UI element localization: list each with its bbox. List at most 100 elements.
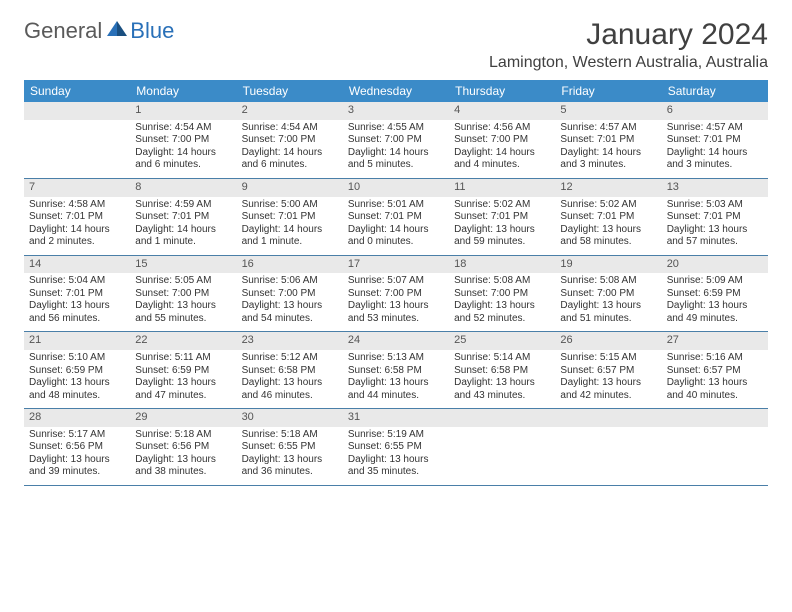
day-number: 1 (130, 102, 236, 120)
day-line-sr: Sunrise: 5:17 AM (29, 429, 125, 442)
day-line-ss: Sunset: 7:00 PM (348, 288, 444, 301)
day-body: Sunrise: 5:17 AMSunset: 6:56 PMDaylight:… (24, 427, 130, 485)
calendar-day-cell: 1Sunrise: 4:54 AMSunset: 7:00 PMDaylight… (130, 102, 236, 178)
day-line-d1: Daylight: 13 hours (242, 377, 338, 390)
day-line-d2: and 35 minutes. (348, 466, 444, 479)
day-number: 18 (449, 256, 555, 274)
day-line-ss: Sunset: 7:00 PM (135, 288, 231, 301)
day-line-sr: Sunrise: 4:56 AM (454, 122, 550, 135)
day-number: 14 (24, 256, 130, 274)
day-body: Sunrise: 4:59 AMSunset: 7:01 PMDaylight:… (130, 197, 236, 255)
day-line-d1: Daylight: 13 hours (454, 300, 550, 313)
day-number: 27 (662, 332, 768, 350)
calendar-day-cell: 11Sunrise: 5:02 AMSunset: 7:01 PMDayligh… (449, 178, 555, 255)
page-header: General Blue January 2024 Lamington, Wes… (24, 18, 768, 74)
day-line-d2: and 58 minutes. (560, 236, 656, 249)
calendar-day-cell: 19Sunrise: 5:08 AMSunset: 7:00 PMDayligh… (555, 255, 661, 332)
day-body: Sunrise: 5:02 AMSunset: 7:01 PMDaylight:… (555, 197, 661, 255)
day-line-sr: Sunrise: 5:12 AM (242, 352, 338, 365)
day-line-sr: Sunrise: 5:08 AM (560, 275, 656, 288)
day-line-ss: Sunset: 7:00 PM (242, 288, 338, 301)
day-line-d1: Daylight: 13 hours (135, 377, 231, 390)
calendar-day-cell: 2Sunrise: 4:54 AMSunset: 7:00 PMDaylight… (237, 102, 343, 178)
calendar-week-row: 7Sunrise: 4:58 AMSunset: 7:01 PMDaylight… (24, 178, 768, 255)
weekday-header: Tuesday (237, 80, 343, 102)
calendar-day-cell: 5Sunrise: 4:57 AMSunset: 7:01 PMDaylight… (555, 102, 661, 178)
day-line-sr: Sunrise: 4:54 AM (135, 122, 231, 135)
day-line-sr: Sunrise: 4:58 AM (29, 199, 125, 212)
day-line-ss: Sunset: 6:57 PM (560, 365, 656, 378)
day-line-d2: and 39 minutes. (29, 466, 125, 479)
day-line-d1: Daylight: 14 hours (135, 147, 231, 160)
day-body: Sunrise: 5:10 AMSunset: 6:59 PMDaylight:… (24, 350, 130, 408)
brand-logo: General Blue (24, 18, 174, 44)
day-line-sr: Sunrise: 5:13 AM (348, 352, 444, 365)
day-number: 17 (343, 256, 449, 274)
day-line-ss: Sunset: 6:56 PM (29, 441, 125, 454)
day-line-d1: Daylight: 13 hours (242, 300, 338, 313)
day-body: Sunrise: 5:12 AMSunset: 6:58 PMDaylight:… (237, 350, 343, 408)
day-body: Sunrise: 4:54 AMSunset: 7:00 PMDaylight:… (237, 120, 343, 178)
day-body: Sunrise: 5:01 AMSunset: 7:01 PMDaylight:… (343, 197, 449, 255)
calendar-day-cell: 26Sunrise: 5:15 AMSunset: 6:57 PMDayligh… (555, 332, 661, 409)
day-number: 7 (24, 179, 130, 197)
calendar-day-cell: 24Sunrise: 5:13 AMSunset: 6:58 PMDayligh… (343, 332, 449, 409)
day-body: Sunrise: 5:19 AMSunset: 6:55 PMDaylight:… (343, 427, 449, 485)
day-line-sr: Sunrise: 5:03 AM (667, 199, 763, 212)
day-body: Sunrise: 4:54 AMSunset: 7:00 PMDaylight:… (130, 120, 236, 178)
day-line-ss: Sunset: 7:01 PM (242, 211, 338, 224)
calendar-body: 1Sunrise: 4:54 AMSunset: 7:00 PMDaylight… (24, 102, 768, 485)
day-number: 19 (555, 256, 661, 274)
day-line-d1: Daylight: 13 hours (242, 454, 338, 467)
day-number: 21 (24, 332, 130, 350)
day-line-sr: Sunrise: 5:02 AM (560, 199, 656, 212)
day-body: Sunrise: 5:18 AMSunset: 6:56 PMDaylight:… (130, 427, 236, 485)
day-line-sr: Sunrise: 5:06 AM (242, 275, 338, 288)
day-line-sr: Sunrise: 5:05 AM (135, 275, 231, 288)
day-line-sr: Sunrise: 5:16 AM (667, 352, 763, 365)
day-body: Sunrise: 5:11 AMSunset: 6:59 PMDaylight:… (130, 350, 236, 408)
day-number: 2 (237, 102, 343, 120)
day-number: 28 (24, 409, 130, 427)
day-body: Sunrise: 4:57 AMSunset: 7:01 PMDaylight:… (555, 120, 661, 178)
day-number: 29 (130, 409, 236, 427)
day-line-sr: Sunrise: 5:19 AM (348, 429, 444, 442)
weekday-header: Wednesday (343, 80, 449, 102)
day-body: Sunrise: 4:58 AMSunset: 7:01 PMDaylight:… (24, 197, 130, 255)
day-number-empty (555, 409, 661, 427)
day-number: 15 (130, 256, 236, 274)
calendar-empty-cell (662, 409, 768, 486)
day-line-sr: Sunrise: 5:00 AM (242, 199, 338, 212)
day-number: 20 (662, 256, 768, 274)
day-line-d1: Daylight: 13 hours (454, 224, 550, 237)
day-line-d2: and 55 minutes. (135, 313, 231, 326)
calendar-header-row: SundayMondayTuesdayWednesdayThursdayFrid… (24, 80, 768, 102)
day-number-empty (662, 409, 768, 427)
day-line-sr: Sunrise: 5:04 AM (29, 275, 125, 288)
day-number: 26 (555, 332, 661, 350)
day-body: Sunrise: 5:15 AMSunset: 6:57 PMDaylight:… (555, 350, 661, 408)
day-number: 13 (662, 179, 768, 197)
day-body: Sunrise: 5:00 AMSunset: 7:01 PMDaylight:… (237, 197, 343, 255)
calendar-day-cell: 9Sunrise: 5:00 AMSunset: 7:01 PMDaylight… (237, 178, 343, 255)
day-line-ss: Sunset: 7:00 PM (454, 134, 550, 147)
day-line-d1: Daylight: 14 hours (667, 147, 763, 160)
day-line-d1: Daylight: 14 hours (135, 224, 231, 237)
day-body-empty (662, 427, 768, 475)
day-line-ss: Sunset: 7:01 PM (29, 211, 125, 224)
day-line-d1: Daylight: 13 hours (135, 300, 231, 313)
calendar-week-row: 14Sunrise: 5:04 AMSunset: 7:01 PMDayligh… (24, 255, 768, 332)
day-line-d1: Daylight: 13 hours (348, 300, 444, 313)
day-line-sr: Sunrise: 4:59 AM (135, 199, 231, 212)
day-number: 10 (343, 179, 449, 197)
day-line-d1: Daylight: 13 hours (29, 454, 125, 467)
weekday-header: Sunday (24, 80, 130, 102)
day-line-ss: Sunset: 7:01 PM (667, 211, 763, 224)
title-block: January 2024 Lamington, Western Australi… (489, 18, 768, 74)
day-number: 3 (343, 102, 449, 120)
day-line-ss: Sunset: 7:00 PM (242, 134, 338, 147)
day-body: Sunrise: 5:18 AMSunset: 6:55 PMDaylight:… (237, 427, 343, 485)
calendar-day-cell: 10Sunrise: 5:01 AMSunset: 7:01 PMDayligh… (343, 178, 449, 255)
day-line-ss: Sunset: 7:00 PM (348, 134, 444, 147)
calendar-day-cell: 20Sunrise: 5:09 AMSunset: 6:59 PMDayligh… (662, 255, 768, 332)
